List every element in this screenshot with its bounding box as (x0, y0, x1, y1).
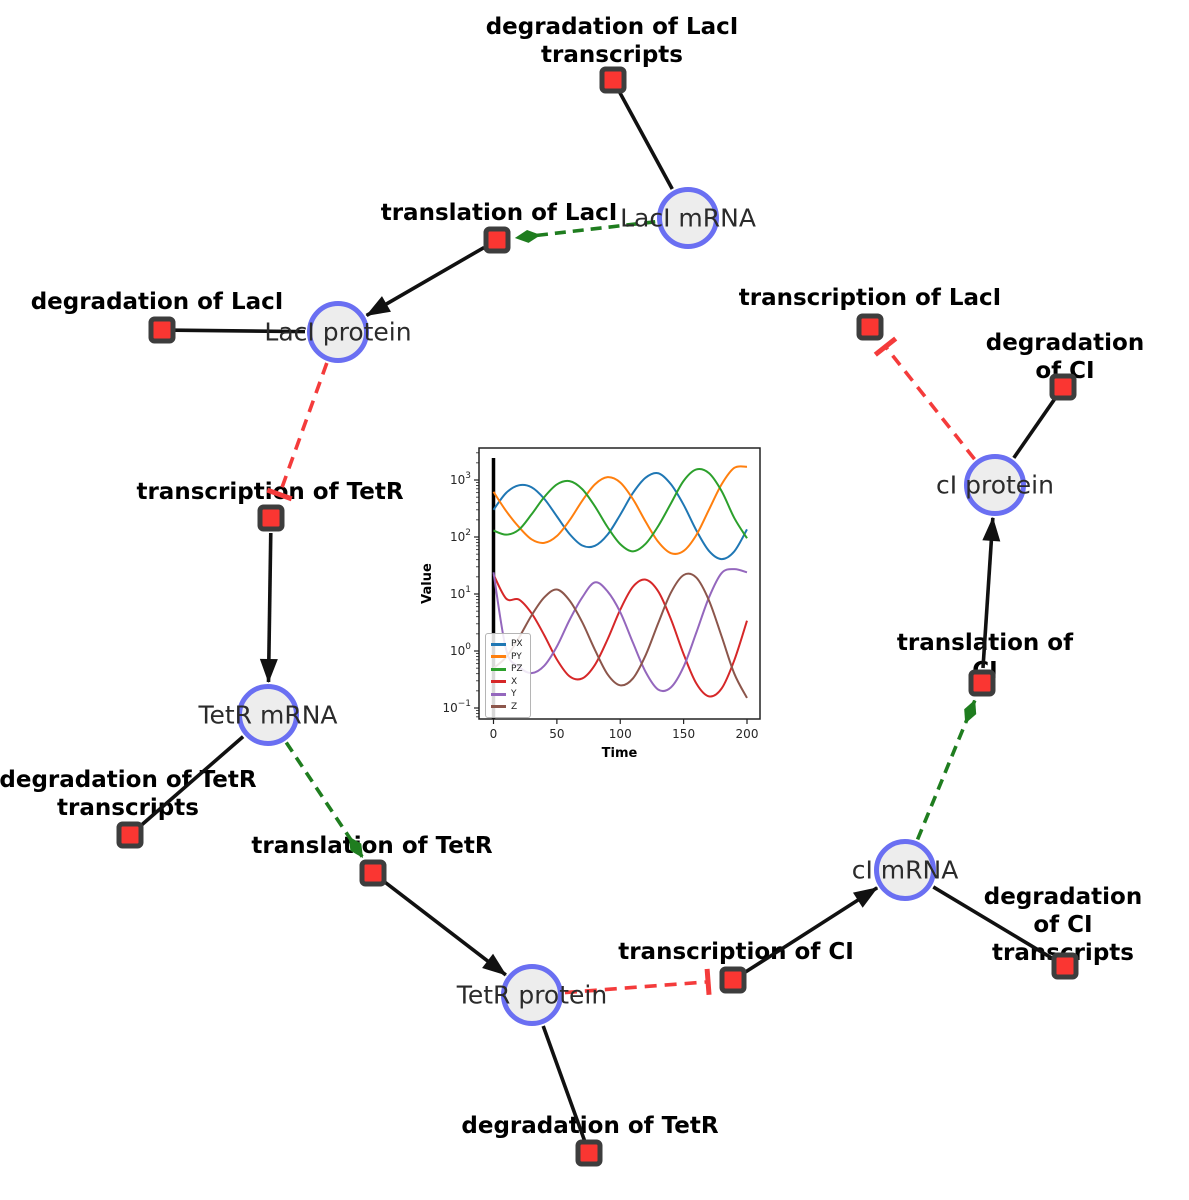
edge-inhibition-laci_protein-transcr_tetr (266, 362, 329, 502)
legend-swatch-X (491, 680, 506, 684)
reaction-label-transcr_laci: transcription of LacI (738, 285, 1002, 311)
species-label-tetr_mrna: TetR mRNA (198, 700, 338, 730)
chart-frame (478, 447, 761, 720)
species-node-laci_protein (307, 301, 369, 363)
timeseries-inset-chart: 0 50 100 150 200 Time 10−1 100 101 102 103 Value PX P… (410, 425, 790, 780)
reaction-node-deg_ci_tr (1051, 952, 1079, 980)
species-node-tetr_protein (501, 964, 563, 1026)
legend-label-PX: PX (511, 639, 523, 650)
species-label-ci_protein: cI protein (936, 470, 1054, 500)
edge-inhibition-ci_protein-transcr_laci (873, 336, 976, 461)
species-label-ci_mrna: cI mRNA (851, 855, 959, 885)
edge-consumption-ci_protein-deg_ci (1012, 396, 1058, 459)
x-tick-label: 150 (672, 727, 695, 741)
chart-series-PY (492, 465, 748, 555)
y-axis-label: Value (420, 563, 435, 604)
edge-modifier-laci_mrna-transl_laci (514, 219, 656, 243)
species-node-ci_mrna (874, 839, 936, 901)
legend-item-Z: Z (491, 701, 523, 714)
y-tick-label: 10−1 (442, 699, 471, 715)
y-tick-label: 102 (450, 528, 471, 544)
chart-series-Y (492, 568, 748, 693)
legend-label-Z: Z (511, 701, 518, 712)
edge-consumption-laci_protein-deg_laci (174, 328, 306, 334)
reaction-label-transl_laci: translation of LacI (380, 200, 618, 226)
chart-series-Z (492, 572, 748, 699)
species-label-laci_protein: LacI protein (264, 317, 412, 347)
legend-item-PX: PX (491, 638, 523, 651)
reaction-node-transl_tetr (359, 859, 387, 887)
reaction-node-transcr_tetr (257, 504, 285, 532)
reaction-node-transl_ci (968, 669, 996, 697)
chart-svg: 0 50 100 150 200 Time 10−1 100 101 102 103 Value (420, 447, 761, 761)
species-node-ci_protein (964, 454, 1026, 516)
chart-series-X (492, 574, 748, 698)
edge-consumption-tetr_mrna-deg_tetr_tr (138, 735, 245, 828)
x-tick-label: 0 (490, 727, 498, 741)
reaction-node-deg_laci_tr (599, 66, 627, 94)
legend-item-X: X (491, 676, 523, 689)
y-tick-label: 103 (450, 471, 471, 487)
x-tick-label: 50 (549, 727, 564, 741)
species-node-tetr_mrna (237, 684, 299, 746)
reaction-label-deg_tetr: degradation of TetR (461, 1113, 719, 1139)
legend-label-Y: Y (511, 689, 517, 700)
species-label-laci_mrna: LacI mRNA (620, 203, 756, 233)
edge-consumption-tetr_protein-deg_tetr (541, 1025, 587, 1142)
reaction-node-transcr_laci (856, 313, 884, 341)
reaction-label-deg_laci_tr: degradation of LacI transcripts (485, 14, 739, 68)
chart-series-PX (492, 471, 748, 561)
legend-item-PY: PY (491, 651, 523, 664)
legend-swatch-Y (491, 692, 506, 696)
legend-label-PZ: PZ (511, 664, 523, 675)
edge-inhibition-tetr_protein-transcr_ci (564, 968, 712, 996)
reaction-label-transcr_ci: transcription of CI (618, 939, 854, 965)
edge-production-transcr_ci-ci_mrna (744, 886, 879, 974)
reaction-node-transcr_ci (719, 966, 747, 994)
edge-consumption-ci_mrna-deg_ci_tr (932, 885, 1055, 961)
species-node-laci_mrna (657, 187, 719, 249)
x-axis-label: Time (602, 746, 638, 761)
chart-series-PZ (493, 467, 748, 553)
edge-consumption-laci_mrna-deg_laci_tr (617, 90, 674, 190)
edge-production-transl_tetr-tetr_protein (383, 880, 507, 977)
reaction-label-deg_laci: degradation of LacI (30, 289, 284, 315)
reaction-label-transl_tetr: translation of TetR (251, 833, 493, 859)
edge-production-transcr_tetr-tetr_mrna (259, 532, 278, 684)
legend-label-PY: PY (511, 651, 522, 662)
x-tick-label: 200 (736, 727, 759, 741)
y-tick-label: 101 (450, 585, 471, 601)
reaction-node-transl_laci (483, 226, 511, 254)
y-tick-label: 100 (450, 642, 471, 658)
reaction-label-deg_tetr_tr: degradation of TetR transcripts (0, 767, 257, 821)
legend-swatch-PY (491, 655, 506, 659)
edge-modifier-tetr_mrna-transl_tetr (284, 741, 364, 859)
legend-swatch-PZ (491, 667, 506, 671)
edge-production-transl_ci-ci_protein (981, 516, 1001, 669)
reaction-node-deg_tetr (575, 1139, 603, 1167)
edge-modifier-ci_mrna-transl_ci (915, 699, 977, 841)
chart-legend: PX PY PZ X Y Z (485, 633, 531, 718)
reaction-node-deg_ci (1049, 373, 1077, 401)
legend-item-PZ: PZ (491, 663, 523, 676)
reaction-node-deg_tetr_tr (116, 821, 144, 849)
x-tick-label: 100 (609, 727, 632, 741)
legend-swatch-PX (491, 642, 506, 646)
edge-production-transl_laci-laci_protein (365, 245, 485, 318)
reaction-node-deg_laci (148, 316, 176, 344)
reaction-label-deg_ci: degradation of CI (985, 330, 1145, 384)
species-label-tetr_protein: TetR protein (456, 980, 608, 1010)
legend-item-Y: Y (491, 688, 523, 701)
legend-label-X: X (511, 676, 518, 687)
legend-swatch-Z (491, 705, 506, 709)
